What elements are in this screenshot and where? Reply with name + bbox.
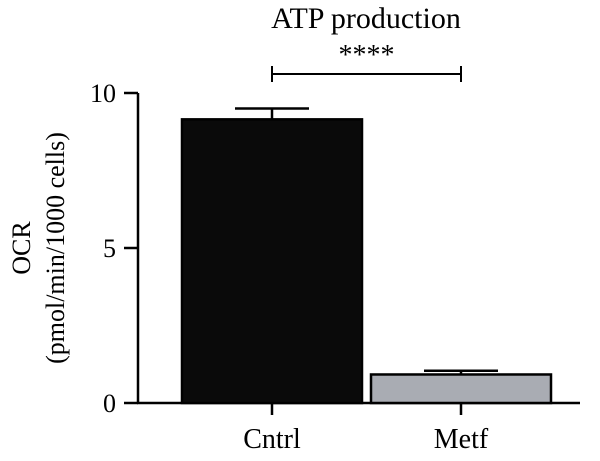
plot-area: 0 5 10 Cntrl Metf **** — [90, 40, 580, 455]
y-axis-label-line2: (pmol/min/1000 cells) — [41, 132, 70, 364]
y-tick-label: 0 — [103, 389, 116, 418]
y-tick-label: 10 — [90, 79, 116, 108]
significance-label: **** — [339, 40, 395, 71]
y-axis-label-line1: OCR — [7, 221, 36, 275]
chart-title: ATP production — [271, 2, 461, 35]
x-tick-label: Cntrl — [243, 424, 301, 455]
x-tick-label: Metf — [434, 424, 489, 455]
bar-cntrl — [180, 118, 364, 405]
bar-metf — [369, 373, 553, 405]
y-tick-label: 5 — [103, 234, 116, 263]
